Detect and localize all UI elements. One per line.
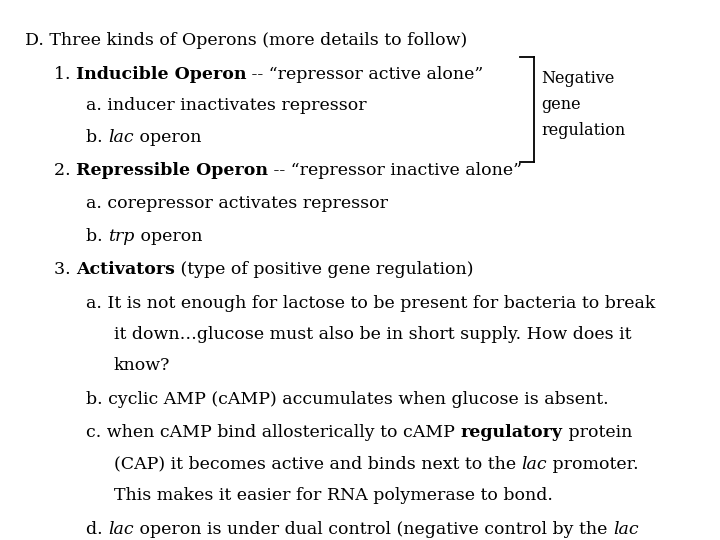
Text: operon: operon bbox=[134, 129, 202, 145]
Text: operon: operon bbox=[135, 228, 202, 245]
Text: 2.: 2. bbox=[54, 162, 76, 179]
Text: protein: protein bbox=[563, 424, 632, 441]
Text: D. Three kinds of Operons (more details to follow): D. Three kinds of Operons (more details … bbox=[25, 32, 467, 49]
Text: Inducible Operon: Inducible Operon bbox=[76, 66, 246, 83]
Text: it down…glucose must also be in short supply. How does it: it down…glucose must also be in short su… bbox=[114, 326, 631, 343]
Text: Negative: Negative bbox=[541, 70, 615, 87]
Text: 1.: 1. bbox=[54, 66, 76, 83]
Text: This makes it easier for RNA polymerase to bond.: This makes it easier for RNA polymerase … bbox=[114, 487, 553, 504]
Text: (type of positive gene regulation): (type of positive gene regulation) bbox=[175, 261, 474, 278]
Text: d.: d. bbox=[86, 521, 109, 537]
Text: operon is under dual control (negative control by the: operon is under dual control (negative c… bbox=[134, 521, 613, 537]
Text: know?: know? bbox=[114, 357, 170, 374]
Text: Activators: Activators bbox=[76, 261, 175, 278]
Text: -- “repressor inactive alone”: -- “repressor inactive alone” bbox=[268, 162, 522, 179]
Text: lac: lac bbox=[521, 456, 547, 472]
Text: a. inducer inactivates repressor: a. inducer inactivates repressor bbox=[86, 97, 367, 114]
Text: lac: lac bbox=[613, 521, 639, 537]
Text: b.: b. bbox=[86, 228, 109, 245]
Text: lac: lac bbox=[109, 129, 134, 145]
Text: regulatory: regulatory bbox=[461, 424, 563, 441]
Text: promoter.: promoter. bbox=[547, 456, 639, 472]
Text: -- “repressor active alone”: -- “repressor active alone” bbox=[246, 66, 484, 83]
Text: b.: b. bbox=[86, 129, 109, 145]
Text: Repressible Operon: Repressible Operon bbox=[76, 162, 268, 179]
Text: regulation: regulation bbox=[541, 122, 626, 139]
Text: gene: gene bbox=[541, 96, 581, 113]
Text: b. cyclic AMP (cAMP) accumulates when glucose is absent.: b. cyclic AMP (cAMP) accumulates when gl… bbox=[86, 391, 609, 408]
Text: a. corepressor activates repressor: a. corepressor activates repressor bbox=[86, 195, 388, 212]
Text: c. when cAMP bind allosterically to cAMP: c. when cAMP bind allosterically to cAMP bbox=[86, 424, 461, 441]
Text: a. It is not enough for lactose to be present for bacteria to break: a. It is not enough for lactose to be pr… bbox=[86, 295, 656, 312]
Text: lac: lac bbox=[109, 521, 134, 537]
Text: 3.: 3. bbox=[54, 261, 76, 278]
Text: (CAP) it becomes active and binds next to the: (CAP) it becomes active and binds next t… bbox=[114, 456, 521, 472]
Text: trp: trp bbox=[109, 228, 135, 245]
